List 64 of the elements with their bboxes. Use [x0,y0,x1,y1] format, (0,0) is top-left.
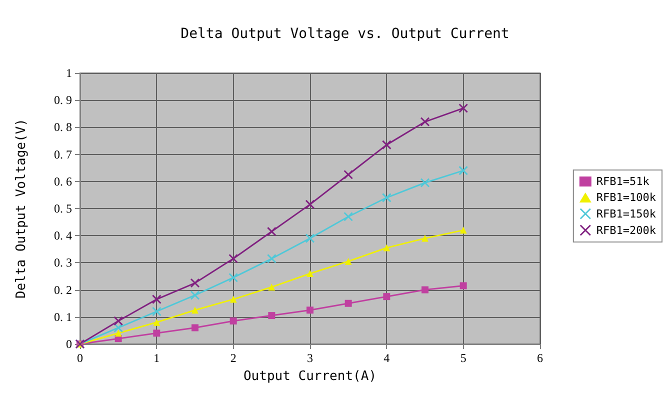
chart-title: Delta Output Voltage vs. Output Current [180,26,510,42]
x-tick-label: 4 [384,351,390,365]
point [192,306,198,314]
point [152,306,162,316]
point [420,117,430,127]
x-tick-label: 3 [307,351,313,365]
y-tick-label: 0. 2 [54,282,72,297]
y-tick-label: 0. 7 [54,147,72,162]
point [228,272,238,282]
point [153,318,160,326]
point [305,200,315,210]
x-axis-title: Output Current(A) [243,369,377,384]
legend-label: RFB1=150k [596,207,656,220]
y-tick-label: 0. 6 [54,174,72,188]
legend-label: RFB1=100k [596,191,656,204]
point [192,324,198,332]
point [383,244,390,252]
point [114,330,122,337]
y-tick-label: 0. 8 [54,120,72,134]
legend-label: RFB1=200k [596,224,656,237]
point [266,254,276,264]
point [382,140,392,150]
legend-label: RFB1=51k [596,175,650,188]
point [153,330,160,337]
x-tick-label: 6 [537,351,543,365]
y-tick-label: 0. 4 [54,228,72,243]
point [268,284,276,291]
point [114,316,124,326]
point [460,282,467,290]
x-tick-label: 1 [154,351,160,365]
point [190,278,200,288]
point [458,166,468,176]
point [344,258,352,265]
point [420,178,430,188]
point [190,290,200,300]
y-tick-label: 1 [66,66,72,80]
point [306,270,314,278]
point [152,294,162,304]
x-tick-label: 5 [460,351,466,365]
x-tick-label: 2 [230,351,236,365]
point [422,286,428,294]
point [305,234,315,244]
point [422,234,428,242]
point [228,254,238,264]
point [268,312,276,320]
point [344,300,352,307]
point [382,192,392,202]
point [230,317,237,324]
y-tick-label: 0. 3 [54,256,72,270]
point [230,296,237,303]
point [458,103,468,113]
point [344,212,354,222]
y-tick-label: 0. 1 [54,310,72,324]
point [114,322,124,332]
point [266,226,276,236]
y-tick-label: 0. 5 [54,202,72,216]
y-tick-label: 0. 9 [54,93,72,108]
point [383,293,390,300]
point [344,170,354,180]
point [460,226,467,234]
y-tick-label: 0 [66,337,72,351]
point [306,306,314,314]
y-axis-title: Delta Output Voltage(V) [14,118,29,299]
x-tick-label: 0 [77,351,83,365]
